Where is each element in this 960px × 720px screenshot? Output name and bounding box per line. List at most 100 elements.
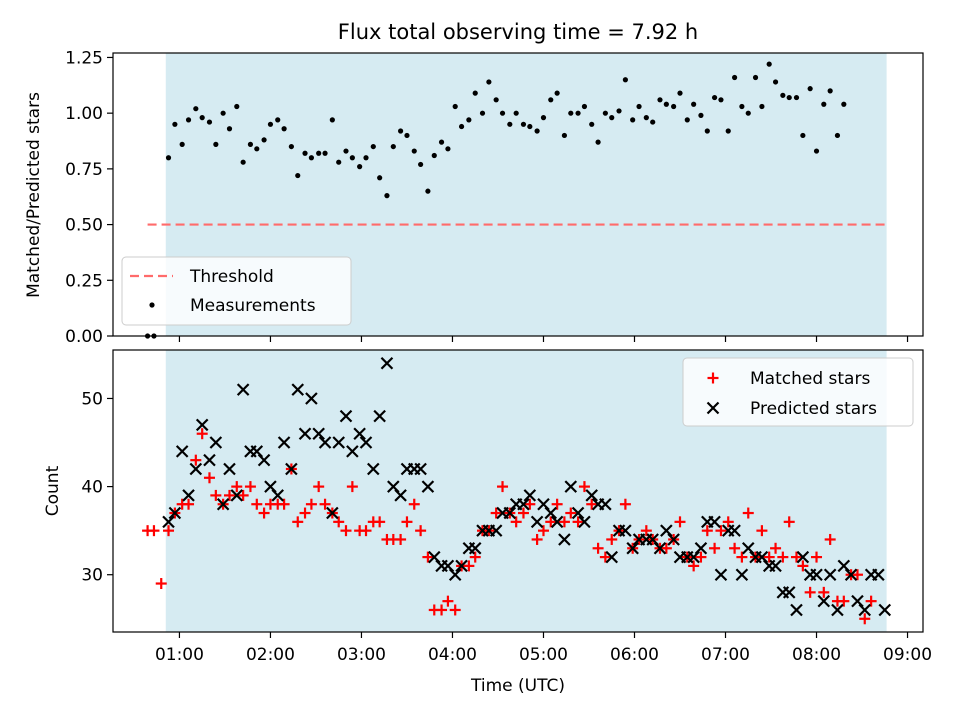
- measurement-point: [691, 101, 697, 107]
- matched-star-point: [346, 481, 358, 493]
- measurement-point: [575, 110, 581, 116]
- measurement-point: [275, 117, 281, 123]
- matched-star-point: [865, 595, 877, 607]
- measurement-point: [520, 121, 527, 127]
- measurement-points: [144, 61, 847, 339]
- bottom-x-axis-ticks: 01:00 02:00 03:00 04:00 05:00 06:00 07:00 08:00…: [155, 632, 932, 665]
- matched-star-point: [709, 542, 721, 554]
- predicted-star-point: [216, 497, 230, 511]
- x-axis-label: Time (UTC): [470, 676, 565, 696]
- predicted-star-point: [305, 392, 318, 405]
- measurement-point: [786, 94, 792, 101]
- predicted-star-point: [844, 568, 858, 581]
- matched-legend-swatch: [707, 372, 719, 384]
- measurement-point: [602, 110, 608, 116]
- top-y-tick-label: 0.75: [65, 160, 103, 180]
- measurement-point: [466, 117, 472, 123]
- measurement-point: [527, 123, 533, 130]
- predicted-star-point: [168, 506, 182, 520]
- measurement-point: [220, 110, 226, 116]
- predicted-star-point: [209, 436, 223, 449]
- top-plot-frame: [112, 52, 924, 337]
- matched-star-point: [777, 551, 789, 563]
- matched-star-point: [401, 516, 413, 528]
- measurement-point: [472, 90, 478, 96]
- measurement-point: [377, 175, 383, 181]
- matched-star-point: [551, 498, 563, 510]
- matched-star-point: [203, 472, 215, 484]
- measurement-point: [281, 126, 287, 132]
- predicted-star-point: [162, 515, 175, 529]
- matched-star-point: [436, 604, 448, 616]
- matched-star-point: [818, 586, 830, 598]
- matched-star-point: [572, 516, 584, 528]
- measurement-point: [404, 132, 410, 139]
- matched-star-point: [497, 481, 509, 493]
- predicted-star-point: [530, 515, 544, 529]
- predicted-star-point: [653, 542, 667, 555]
- measurement-point: [759, 103, 765, 110]
- predicted-star-point: [312, 427, 325, 440]
- predicted-star-point: [182, 489, 195, 502]
- predicted-star-point: [585, 489, 598, 502]
- matched-star-point: [545, 516, 557, 528]
- predicted-star-point: [523, 489, 537, 502]
- matched-star-point: [360, 525, 372, 537]
- matched-star-point: [790, 551, 802, 563]
- measurement-point: [479, 110, 486, 116]
- bottom-y-axis-label: Count: [43, 465, 63, 516]
- matched-star-point: [524, 498, 536, 510]
- matched-star-point: [701, 525, 713, 537]
- predicted-star-point: [367, 462, 380, 476]
- measurement-point: [589, 121, 595, 127]
- predicted-legend-swatch: [706, 401, 720, 415]
- measurement-point: [486, 79, 492, 85]
- top-y-tick-label: 1.25: [65, 48, 103, 68]
- matched-star-point: [770, 542, 782, 554]
- measurement-point: [493, 97, 499, 103]
- predicted-star-point: [544, 506, 558, 520]
- measurement-point: [322, 150, 328, 156]
- predicted-legend-marker: [706, 401, 720, 415]
- predicted-star-point: [782, 586, 796, 599]
- matched-star-point: [715, 525, 727, 537]
- matched-star-point: [449, 604, 461, 616]
- matched-star-point: [756, 525, 768, 537]
- measurement-point: [499, 110, 506, 116]
- predicted-star-point: [571, 506, 585, 520]
- predicted-star-point: [468, 542, 482, 555]
- top-y-tick-label: 0.50: [65, 216, 103, 236]
- predicted-star-point: [817, 594, 831, 608]
- measurement-point: [390, 143, 396, 150]
- measurement-point: [568, 110, 574, 116]
- x-tick-label: 09:00: [883, 645, 932, 665]
- matched-star-point: [251, 498, 263, 510]
- bottom-y-axis-ticks: 30 40 50: [81, 389, 113, 586]
- predicted-star-point: [203, 453, 216, 467]
- matched-star-point: [599, 551, 611, 563]
- measurement-point: [213, 141, 219, 147]
- measurement-point: [800, 132, 806, 139]
- predicted-star-point: [230, 489, 244, 502]
- measurement-point: [540, 115, 547, 121]
- measurement-point: [821, 101, 827, 107]
- predicted-star-point: [708, 515, 721, 529]
- measurement-point: [507, 121, 513, 127]
- measurement-point: [363, 155, 369, 161]
- matched-star-point: [244, 481, 256, 493]
- chart-title: Flux total observing time = 7.92 h: [338, 20, 698, 44]
- predicted-star-point: [236, 383, 250, 396]
- x-tick-label: 07:00: [701, 645, 750, 665]
- top-y-tick-label: 1.00: [65, 104, 103, 124]
- measurement-point: [316, 150, 322, 156]
- matched-star-point: [223, 489, 235, 501]
- predicted-star-point: [823, 568, 837, 581]
- predicted-star-point: [878, 603, 892, 617]
- matched-star-point: [804, 586, 816, 598]
- matched-star-point: [183, 498, 195, 510]
- predicted-star-point: [373, 409, 386, 423]
- predicted-star-point: [332, 436, 345, 449]
- measurement-point: [630, 117, 636, 123]
- predicted-star-point: [346, 445, 359, 458]
